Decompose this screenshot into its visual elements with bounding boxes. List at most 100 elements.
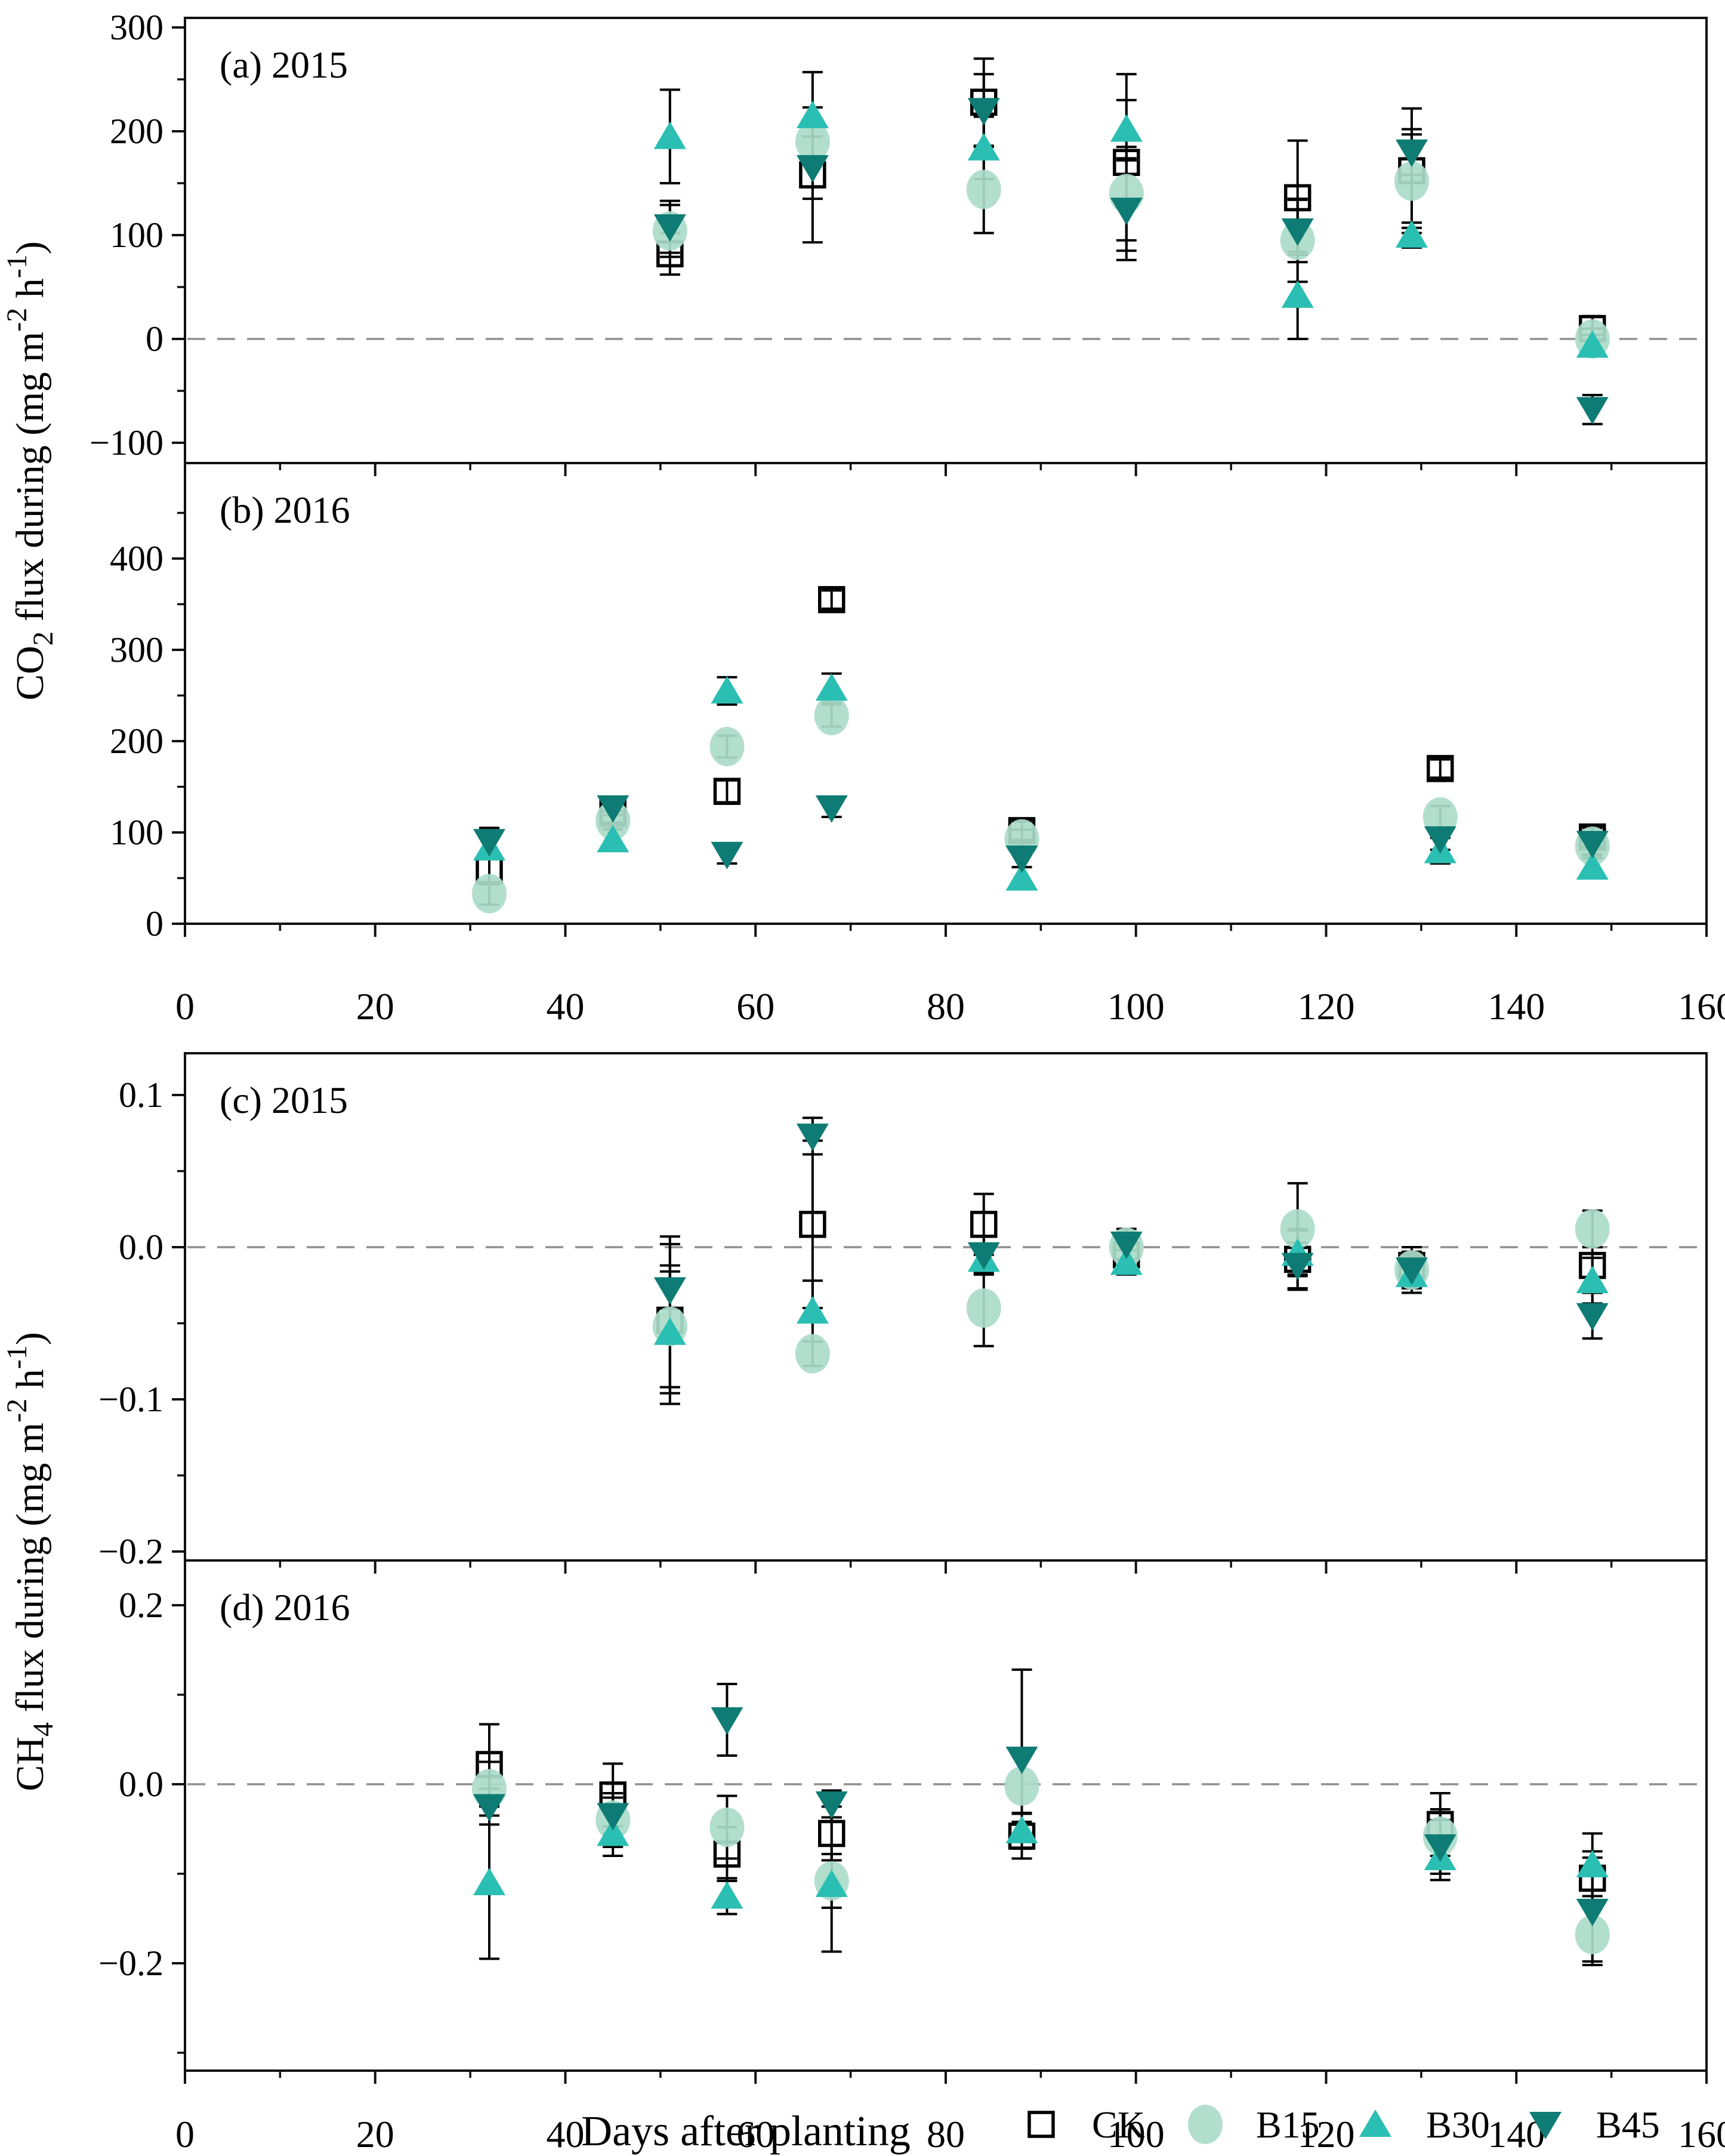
y-tick-label: 0.0 (119, 1765, 163, 1804)
marker-up-triangle-b30 (653, 1317, 686, 1345)
marker-down-triangle-b45 (1110, 1231, 1143, 1259)
y-tick-label: 0.2 (119, 1586, 163, 1625)
marker-down-triangle-b45 (473, 1794, 505, 1822)
marker-down-triangle-b45 (1395, 1257, 1428, 1285)
x-tick-labels-group1: 0 20 40 60 80 100 120 140 160 (175, 985, 1725, 1028)
marker-up-triangle-b30 (815, 673, 848, 701)
x-tick-label: 100 (1107, 985, 1165, 1028)
marker-down-triangle-b45 (1281, 1253, 1314, 1281)
marker-up-triangle-b30 (967, 132, 1000, 161)
panel-label: (a) 2015 (220, 44, 348, 86)
marker-down-triangle-b45 (597, 1803, 629, 1831)
legend: CK B15 B30 B45 (1027, 2103, 1660, 2146)
y-tick-label: 0 (146, 319, 163, 359)
marker-down-triangle-b45 (1576, 1303, 1609, 1331)
marker-up-triangle-b30 (1395, 220, 1428, 248)
marker-circle-b15 (709, 1808, 745, 1847)
marker-up-triangle-b30 (1359, 2109, 1391, 2137)
marker-down-triangle-b45 (967, 1242, 1000, 1270)
y-tick-label: 100 (110, 813, 163, 852)
marker-down-triangle-b45 (1529, 2112, 1562, 2139)
y-axis-label-co2: CO2 flux during (mg m-2 h-1) (1, 241, 59, 700)
marker-up-triangle-b30 (1005, 1816, 1038, 1843)
x-tick-label: 20 (356, 985, 394, 1028)
x-tick-label: 60 (736, 2113, 774, 2155)
marker-up-triangle-b30 (711, 676, 743, 704)
x-tick-label: 60 (736, 985, 774, 1028)
marker-down-triangle-b45 (653, 214, 686, 242)
x-tick-label: 140 (1488, 985, 1545, 1028)
marker-circle-b15 (1575, 1209, 1610, 1249)
marker-open-square-ck (1283, 184, 1312, 212)
marker-down-triangle-b45 (653, 1277, 686, 1305)
series-b30 (653, 100, 1609, 358)
marker-down-triangle-b45 (796, 155, 829, 183)
x-tick-label: 40 (547, 985, 585, 1028)
marker-up-triangle-b30 (1281, 280, 1314, 308)
marker-open-square-ck (1027, 2111, 1055, 2138)
marker-down-triangle-b45 (1005, 1747, 1038, 1774)
panel-b: 400 300 200 100 0 (b) 2016 (110, 489, 1708, 943)
legend-label-b45: B45 (1596, 2103, 1660, 2146)
marker-up-triangle-b30 (796, 1296, 829, 1324)
marker-down-triangle-b45 (711, 841, 743, 869)
marker-up-triangle-b30 (1110, 1247, 1143, 1275)
x-tick-label: 0 (175, 985, 195, 1028)
y-tick-label: 200 (110, 721, 163, 761)
legend-item-ck: CK (1027, 2103, 1145, 2146)
y-tick-label: −100 (90, 423, 163, 462)
marker-up-triangle-b30 (1576, 330, 1609, 358)
marker-down-triangle-b45 (1281, 218, 1314, 246)
x-tick-label: 160 (1678, 2113, 1725, 2155)
marker-down-triangle-b45 (1110, 198, 1143, 226)
series-b45 (473, 795, 1609, 873)
marker-circle-b15 (709, 727, 745, 767)
marker-down-triangle-b45 (1005, 845, 1038, 873)
marker-circle-b15 (1575, 1915, 1610, 1954)
panel-label: (b) 2016 (220, 489, 350, 531)
panel-d: 0.2 0.0 −0.2 (d) 2016 (98, 1586, 1708, 2084)
y-tick-label: −0.2 (98, 1532, 163, 1571)
x-tick-label: 100 (1107, 2113, 1165, 2155)
marker-down-triangle-b45 (967, 98, 1000, 126)
panel-label: (d) 2016 (220, 1586, 350, 1628)
marker-up-triangle-b30 (1005, 863, 1038, 891)
x-tick-label: 0 (175, 2113, 195, 2155)
panel-c: 0.1 0.0 −0.1 −0.2 (c) 2015 (98, 1075, 1708, 1574)
marker-down-triangle-b45 (711, 1707, 743, 1735)
legend-label-b15: B15 (1256, 2103, 1320, 2146)
series-b45 (653, 1123, 1609, 1331)
marker-down-triangle-b45 (815, 1791, 848, 1819)
marker-down-triangle-b45 (1576, 831, 1609, 859)
marker-down-triangle-b45 (1576, 1899, 1609, 1926)
series-b45 (473, 1707, 1609, 1926)
x-tick-label: 40 (547, 2113, 585, 2155)
marker-circle-b15 (472, 874, 507, 914)
y-tick-label: 200 (110, 112, 163, 151)
marker-down-triangle-b45 (1395, 139, 1428, 167)
marker-down-triangle-b45 (1576, 397, 1609, 425)
y-tick-label: −0.2 (98, 1944, 163, 1983)
x-axis-label: Days after planting (581, 2107, 911, 2155)
marker-circle-b15 (966, 1288, 1001, 1328)
marker-circle-b15 (795, 122, 830, 162)
legend-item-b45: B45 (1529, 2103, 1660, 2146)
y-tick-label: 100 (110, 215, 163, 255)
marker-up-triangle-b30 (597, 825, 629, 853)
marker-open-square-ck (818, 1819, 845, 1847)
marker-circle-b15 (795, 1334, 830, 1374)
x-tick-label: 120 (1298, 2113, 1355, 2155)
marker-down-triangle-b45 (796, 1123, 829, 1151)
marker-up-triangle-b30 (796, 100, 829, 128)
marker-up-triangle-b30 (1576, 1850, 1609, 1877)
marker-up-triangle-b30 (1576, 1266, 1609, 1294)
marker-down-triangle-b45 (1424, 826, 1456, 854)
legend-label-b30: B30 (1426, 2103, 1490, 2146)
marker-open-square-ck (713, 778, 741, 805)
marker-up-triangle-b30 (473, 1868, 505, 1895)
marker-up-triangle-b30 (597, 1818, 629, 1846)
